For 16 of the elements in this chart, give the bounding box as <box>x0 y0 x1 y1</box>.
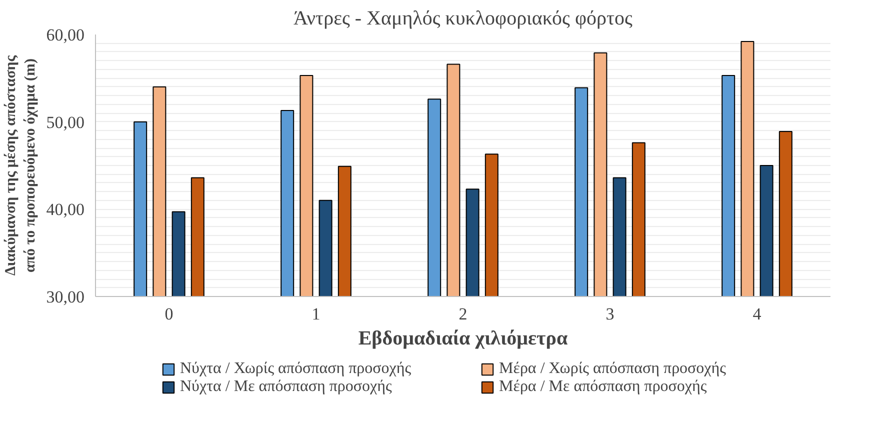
x-tick-label: 0 <box>164 304 174 324</box>
y-tick-label: 30,00 <box>46 288 84 306</box>
x-axis-title: Εβδομαδιαία χιλιόμετρα <box>358 328 568 350</box>
y-axis-title: Διακύμανση της μέσης απόστασης από το προπορευόμενο όχημα (m) <box>3 54 38 276</box>
x-tick-label: 2 <box>458 304 468 324</box>
legend-label: Νύχτα / Με απόσπαση προσοχής <box>180 378 393 396</box>
legend-label: Μέρα / Χωρίς απόσπαση προσοχής <box>499 360 727 378</box>
x-tick-label: 1 <box>312 304 320 324</box>
y-tick-label: 50,00 <box>46 112 84 132</box>
y-tick-label: 40,00 <box>46 200 84 220</box>
x-tick-label: 4 <box>752 304 762 324</box>
chart-title: Άντρες - Χαμηλός κυκλοφοριακός φόρτος <box>294 8 633 30</box>
legend-label: Νύχτα / Χωρίς απόσπαση προσοχής <box>180 360 412 378</box>
legend-label: Μέρα / Με απόσπαση προσοχής <box>499 378 708 396</box>
x-tick-label: 3 <box>606 304 614 324</box>
y-tick-label: 60,00 <box>46 26 84 44</box>
